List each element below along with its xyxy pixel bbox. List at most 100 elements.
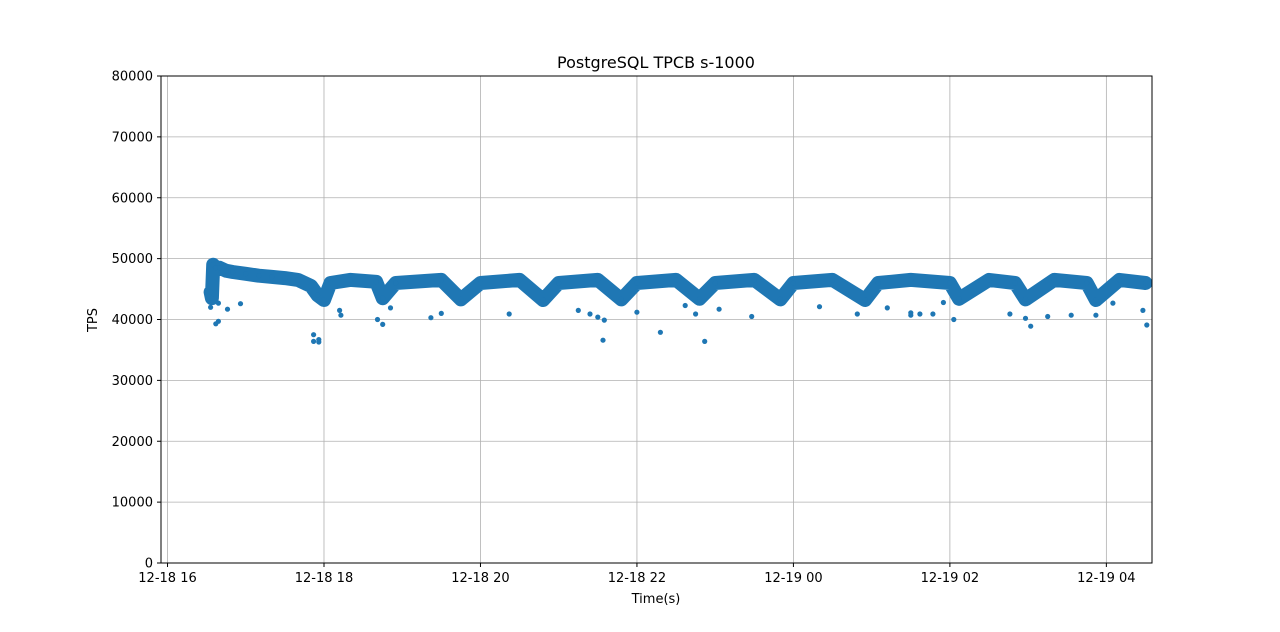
data-point [657,329,664,335]
data-point [374,316,381,323]
x-tick-label: 12-18 22 [608,571,666,586]
data-point [634,280,640,286]
data-point [337,307,343,313]
data-point [438,277,444,283]
data-point [696,296,703,302]
data-point [829,277,836,283]
data-point [380,295,386,301]
data-point [634,309,640,315]
data-point [428,315,434,321]
data-point [751,277,757,283]
data-point [256,273,262,279]
data-point [618,296,624,302]
x-axis-label: Time(s) [631,592,681,607]
x-tick-label: 12-19 04 [1077,571,1135,586]
data-point [682,302,688,309]
data-point [1144,322,1150,328]
data-point [1142,280,1149,286]
data-point [243,271,249,277]
y-tick-label: 20000 [112,435,153,450]
data-point [387,305,394,311]
x-axis-ticks: 12-18 16 12-18 18 12-18 20 12-18 22 12-19 00… [138,563,1136,586]
data-point [790,280,797,286]
data-point [338,312,344,318]
data-point [393,280,399,286]
data-point [956,296,962,302]
data-point [917,311,923,317]
y-axis-ticks: 0 10000 20000 30000 40000 50000 60000 70000 8000… [112,70,161,572]
data-point [816,304,823,310]
data-point [373,279,379,285]
chart-title: PostgreSQL TPCB s-1000 [557,53,755,72]
data-point [327,280,334,286]
data-point [308,283,314,289]
y-tick-label: 70000 [112,130,153,145]
y-tick-label: 40000 [112,313,153,328]
y-tick-label: 50000 [112,252,153,267]
data-point [908,312,914,318]
x-tick-label: 12-18 18 [295,571,353,586]
x-tick-label: 12-19 02 [921,571,979,586]
data-point [1093,312,1099,318]
data-point [223,268,229,274]
data-point [556,280,562,286]
data-point [601,317,607,323]
data-point [213,265,219,271]
data-point [321,297,327,303]
data-point [506,311,512,317]
data-point [1007,311,1013,317]
data-point [1140,307,1146,313]
data-point [311,332,317,338]
data-point [316,339,322,345]
data-point [712,280,718,286]
data-point [1045,313,1051,320]
data-point [1116,277,1122,283]
data-point [209,295,215,301]
data-point [217,265,223,271]
data-point [215,318,221,324]
data-point [749,313,755,320]
data-point [1110,300,1116,306]
data-point [215,300,221,306]
data-point [930,311,936,317]
data-point [347,277,353,283]
y-tick-label: 0 [145,557,153,572]
data-point [1012,280,1018,286]
data-point [438,310,444,316]
data-point [208,304,214,310]
data-point [224,306,231,312]
y-tick-label: 30000 [112,374,153,389]
data-point [595,314,601,320]
y-tick-label: 80000 [112,70,153,85]
data-point [600,337,606,343]
data-point [884,305,890,311]
data-point [940,299,947,306]
data-point [1028,323,1034,329]
data-point [1051,277,1057,283]
data-point [311,338,317,344]
x-tick-label: 12-19 00 [764,571,822,586]
data-point [986,277,992,283]
data-point [947,280,953,286]
data-point [777,296,784,302]
data-point [314,292,321,298]
data-point [1022,296,1029,302]
data-point [230,269,236,275]
y-tick-label: 60000 [112,191,153,206]
data-point [587,311,593,317]
y-tick-label: 10000 [112,496,153,511]
data-point [693,311,699,317]
data-point [862,297,868,303]
data-point [1068,312,1074,318]
data-point [1084,280,1090,286]
data-point [875,280,881,286]
data-point [1022,315,1029,321]
data-points [208,262,1150,345]
data-point [269,274,275,280]
data-point [380,321,386,327]
grid-lines [161,75,1152,564]
data-point [282,275,288,281]
data-point [237,301,244,307]
